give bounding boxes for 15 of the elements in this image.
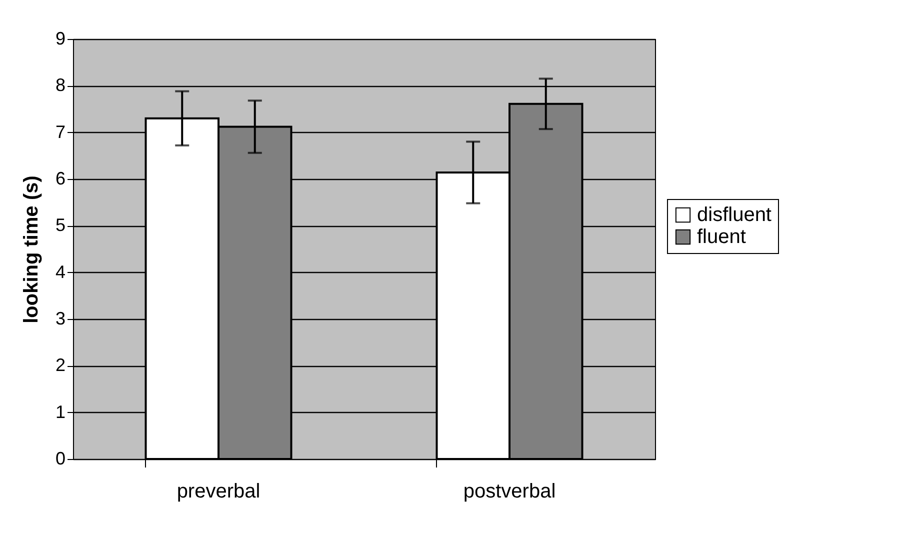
y-tick-label: 3 bbox=[55, 308, 66, 328]
x-tick-label: postverbal bbox=[463, 480, 556, 502]
y-tick-label: 9 bbox=[55, 28, 66, 48]
y-tick-label: 5 bbox=[55, 215, 66, 236]
legend-label: fluent bbox=[697, 226, 746, 248]
legend-label: disfluent bbox=[697, 204, 772, 226]
y-tick-label: 7 bbox=[55, 122, 66, 142]
y-tick-label: 2 bbox=[55, 355, 66, 376]
y-axis-title: looking time (s) bbox=[20, 176, 42, 324]
x-tick-label: preverbal bbox=[176, 480, 260, 502]
y-tick-label: 8 bbox=[55, 75, 66, 96]
y-tick-label: 1 bbox=[55, 402, 66, 422]
y-tick-label: 4 bbox=[55, 262, 66, 282]
y-tick-label: 0 bbox=[55, 448, 66, 468]
y-tick-label: 6 bbox=[55, 168, 66, 188]
